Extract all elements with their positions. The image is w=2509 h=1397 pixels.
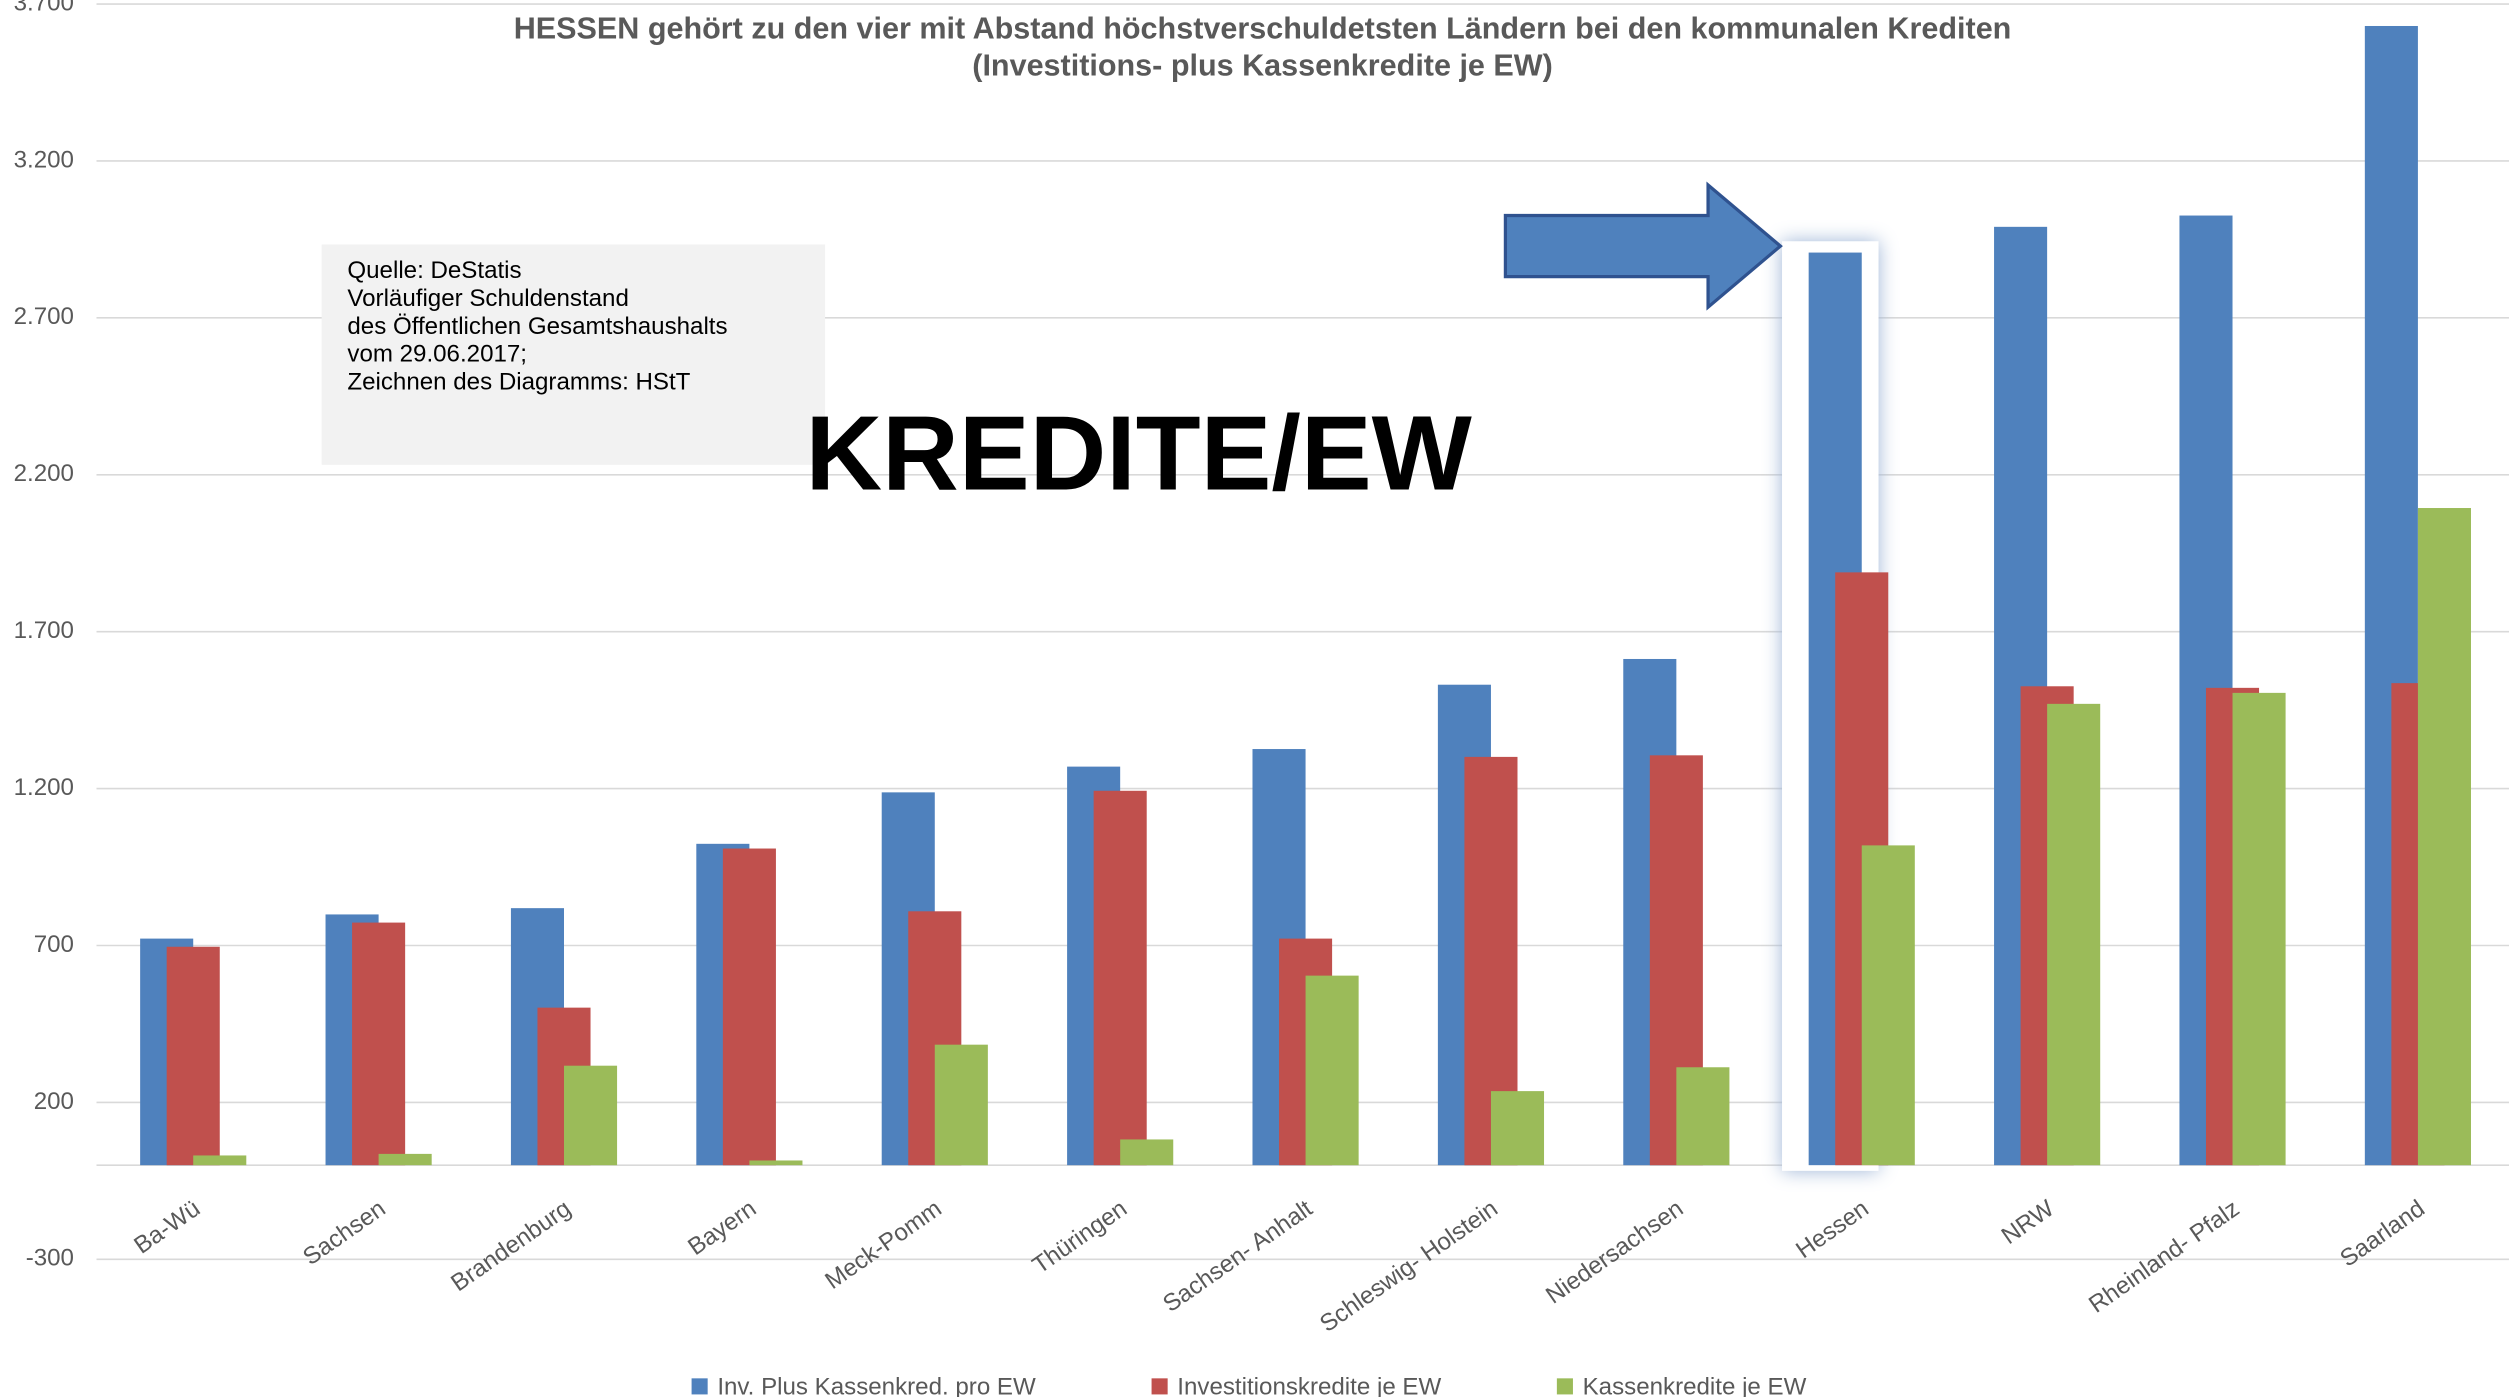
chart-title: HESSEN gehört zu den vier mit Abstand hö…: [514, 12, 2012, 46]
bar: [1676, 1067, 1730, 1166]
bar: [1490, 1091, 1545, 1166]
bar: [749, 1160, 803, 1166]
legend-label: Investitionskredite je EW: [1177, 1373, 1441, 1397]
bar: [563, 1065, 618, 1166]
bar: [1093, 790, 1147, 1166]
y-tick-label: 2.700: [14, 303, 74, 330]
legend-label: Inv. Plus Kassenkred. pro EW: [717, 1373, 1036, 1397]
bar: [1861, 845, 1915, 1166]
bar: [352, 922, 406, 1166]
bar: [2047, 703, 2101, 1166]
source-line: vom 29.06.2017;: [347, 341, 527, 368]
bar: [2417, 508, 2471, 1166]
bar: [1305, 975, 1359, 1166]
chart-subtitle: (Investitions- plus Kassenkredite je EW): [972, 49, 1553, 83]
source-box: [321, 244, 826, 465]
legend-swatch: [691, 1378, 708, 1395]
y-tick-label: 1.200: [14, 774, 74, 801]
bar: [1120, 1139, 1174, 1166]
overlay-text: KREDITE/EW: [806, 395, 1473, 513]
y-tick-label: 3.700: [14, 0, 74, 16]
source-line: Quelle: DeStatis: [347, 257, 521, 284]
source-line: Vorläufiger Schuldenstand: [347, 285, 628, 312]
legend-swatch: [1151, 1378, 1168, 1395]
bar: [934, 1044, 988, 1166]
bar: [378, 1153, 432, 1166]
bars: Ba-Wü Sachsen Brandenburg Bayern Meck-Pomm Th…: [129, 25, 2471, 1338]
y-tick-label: 700: [34, 931, 74, 958]
arrow: [1503, 181, 1783, 311]
legend: Inv. Plus Kassenkred. pro EW Investitions…: [691, 1373, 1807, 1397]
bar: [193, 1155, 247, 1166]
y-tick-label: 3.200: [14, 146, 74, 173]
grid: -300 200 700 1.200 1.700 2.200 2.700 3.200 3.700: [14, 0, 2509, 1272]
y-tick-label: -300: [26, 1245, 74, 1272]
bar: [2232, 692, 2286, 1166]
legend-swatch: [1556, 1378, 1573, 1395]
y-tick-label: 1.700: [14, 617, 74, 644]
bar: [722, 848, 776, 1166]
y-tick-label: 200: [34, 1088, 74, 1115]
source-line: Zeichnen des Diagramms: HStT: [347, 368, 690, 395]
bar: [166, 946, 220, 1166]
y-tick-label: 2.200: [14, 460, 74, 487]
source-line: des Öffentlichen Gesamtshaushalts: [347, 313, 727, 340]
legend-label: Kassenkredite je EW: [1583, 1373, 1807, 1397]
